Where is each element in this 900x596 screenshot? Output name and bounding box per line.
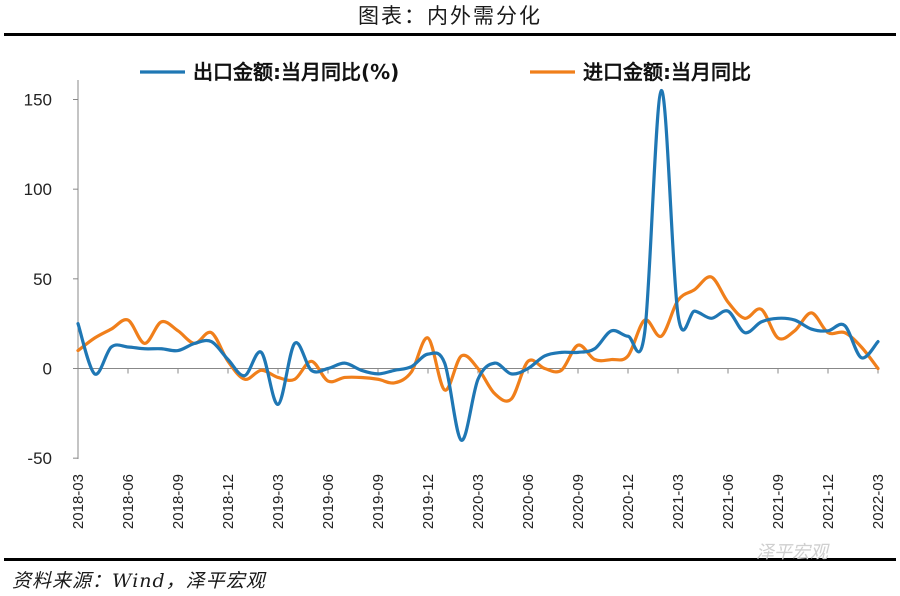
x-tick-label: 2018-09 [170,474,187,529]
x-tick-label: 2018-12 [220,474,237,529]
chart-title: 图表：内外需分化 [358,4,542,28]
x-tick-label: 2019-12 [420,474,437,529]
x-tick-label: 2021-12 [820,474,837,529]
y-tick-label: 150 [24,91,52,110]
x-tick-label: 2019-09 [370,474,387,529]
series-line-import [76,275,880,403]
x-tick-label: 2020-03 [470,474,487,529]
x-tick-label: 2019-03 [270,474,287,529]
x-tick-label: 2021-06 [720,474,737,529]
x-tick-label: 2020-12 [620,474,637,529]
y-tick-label: 0 [43,360,52,379]
top-rule [4,33,896,36]
x-tick-label: 2018-06 [120,474,137,529]
y-tick-label: 50 [33,270,52,289]
source-note: 资料来源：Wind，泽平宏观 [12,570,266,592]
watermark: 泽平宏观 [756,542,828,563]
series-line-export [76,88,880,442]
y-tick-label: 100 [24,180,52,199]
bottom-rule [4,558,896,561]
x-tick-label: 2022-03 [870,474,887,529]
x-tick-label: 2021-03 [670,474,687,529]
x-tick-label: 2018-03 [70,474,87,529]
x-tick-label: 2019-06 [320,474,337,529]
x-tick-label: 2020-06 [520,474,537,529]
y-tick-label: -50 [27,449,52,468]
legend-item-import-label: 进口金额:当月同比 [583,60,751,84]
legend-item-export-label: 出口金额:当月同比(%) [193,60,399,84]
x-tick-label: 2021-09 [770,474,787,529]
x-tick-label: 2020-09 [570,474,587,529]
line-chart: 150 100 50 0 -50 2018-03 2018-06 2018-09 2018-12… [24,60,887,529]
